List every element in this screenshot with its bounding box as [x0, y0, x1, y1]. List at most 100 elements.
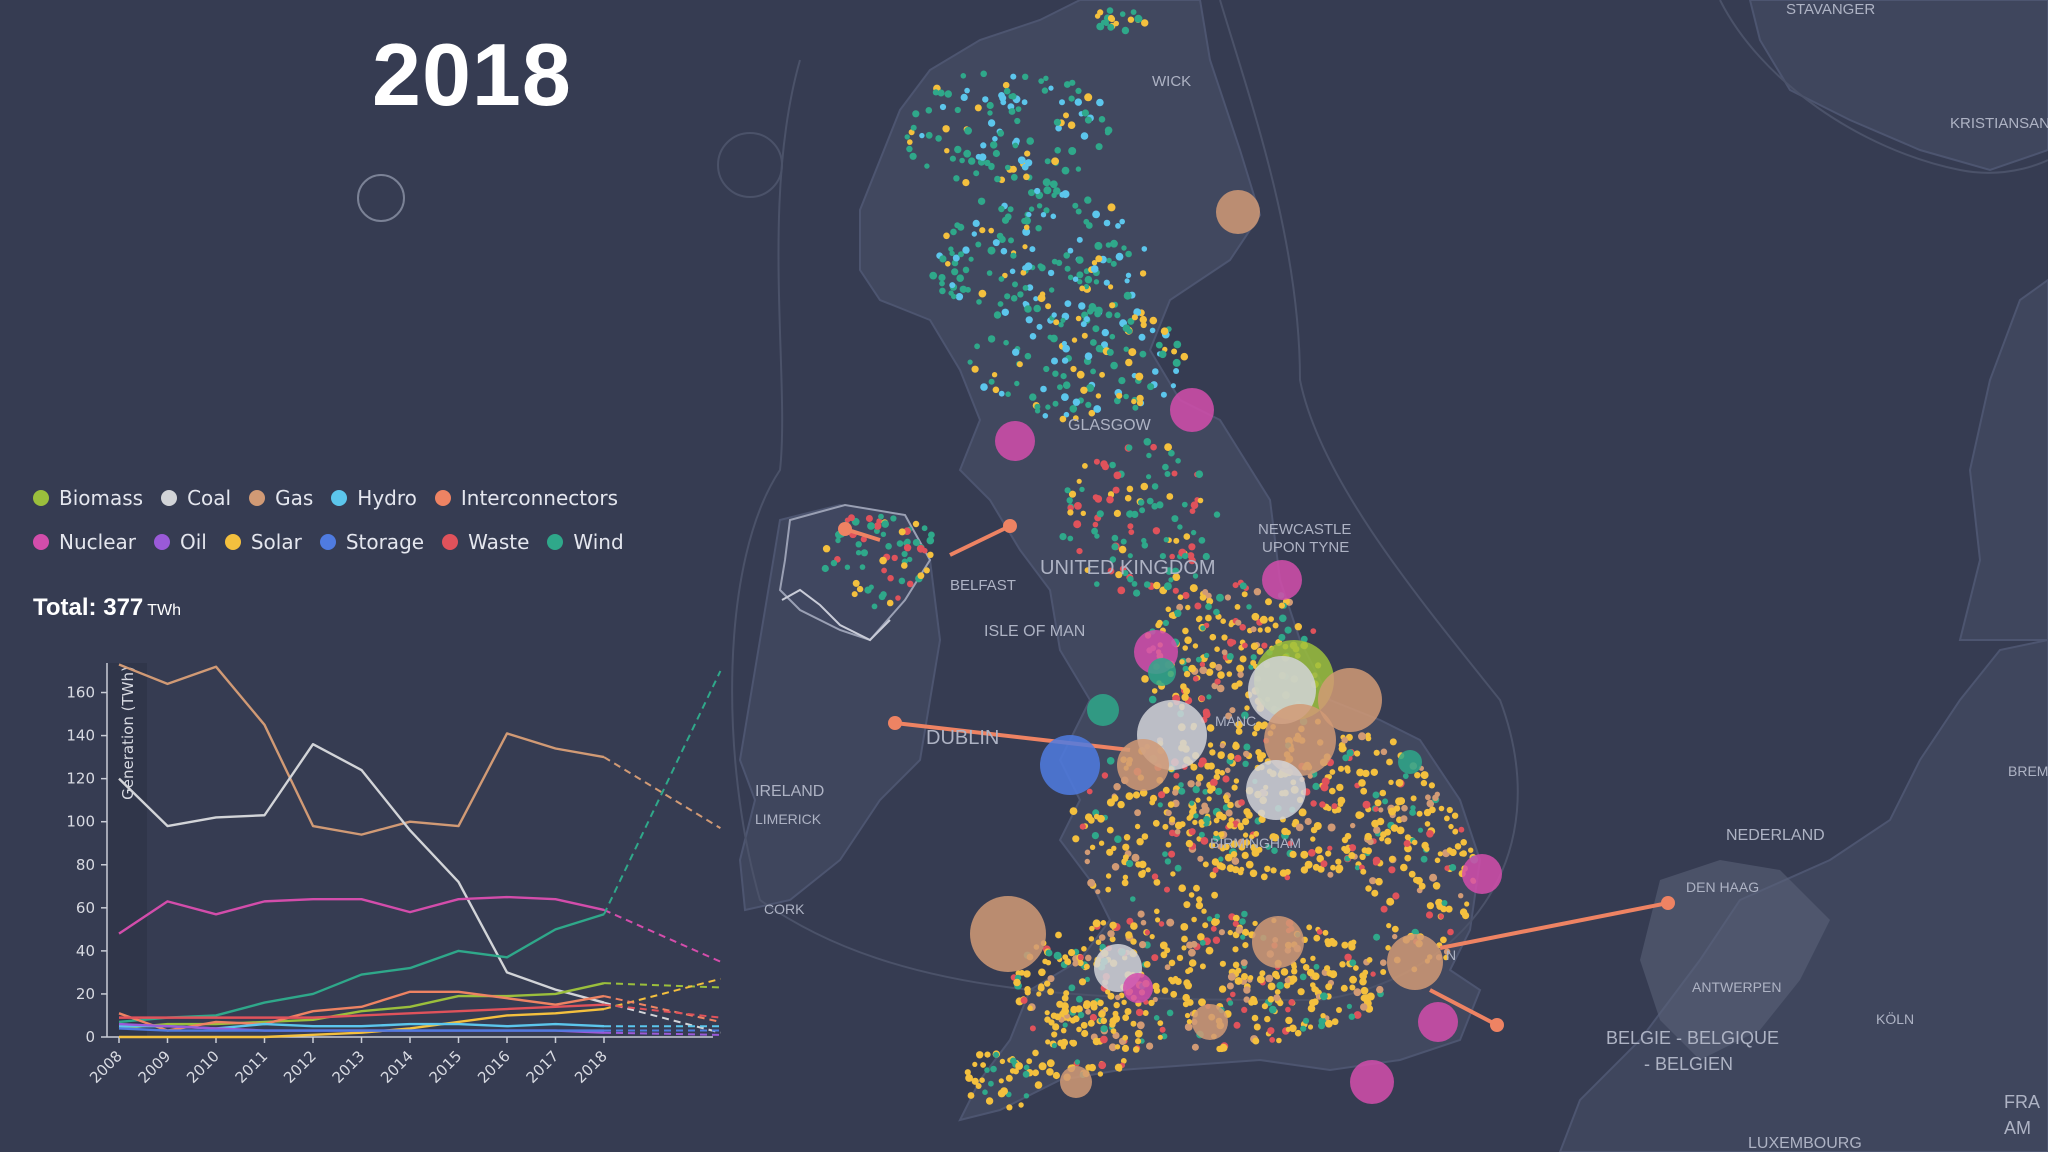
- station-marker: [1096, 510, 1104, 518]
- station-marker: [906, 145, 913, 153]
- station-marker: [1426, 799, 1435, 808]
- station-marker: [1046, 1059, 1055, 1068]
- station-marker: [1360, 868, 1367, 875]
- legend-waste[interactable]: Waste: [442, 530, 529, 554]
- station-marker: [1223, 794, 1229, 800]
- station-marker: [977, 197, 986, 205]
- legend-wind[interactable]: Wind: [547, 530, 624, 554]
- station-marker: [1425, 794, 1431, 801]
- station-marker: [1211, 891, 1218, 899]
- benelux-urban: [1640, 860, 1830, 1060]
- station-gas: [1060, 1066, 1092, 1098]
- station-marker: [1445, 905, 1453, 913]
- station-marker: [1133, 308, 1142, 316]
- station-marker: [1306, 924, 1313, 931]
- station-marker: [1088, 304, 1095, 311]
- station-marker: [1438, 805, 1445, 812]
- legend-hydro[interactable]: Hydro: [331, 486, 417, 510]
- series-line-solar[interactable]: [119, 1007, 605, 1039]
- station-marker: [1337, 765, 1345, 772]
- station-marker: [1156, 619, 1163, 627]
- station-marker: [1165, 567, 1173, 575]
- station-marker: [1084, 813, 1093, 821]
- station-marker: [1094, 533, 1100, 539]
- forecast-line-gas: [603, 756, 721, 830]
- legend-gas[interactable]: Gas: [249, 486, 313, 510]
- legend-biomass[interactable]: Biomass: [33, 486, 143, 510]
- station-marker: [1264, 865, 1271, 872]
- station-marker: [1249, 869, 1258, 878]
- legend-coal[interactable]: Coal: [161, 486, 231, 510]
- station-marker: [1366, 992, 1375, 1001]
- station-marker: [1017, 156, 1026, 165]
- x-tick-label: 2012: [280, 1047, 320, 1087]
- station-marker: [1166, 493, 1174, 500]
- station-marker: [1190, 501, 1199, 510]
- series-line-gas[interactable]: [118, 663, 605, 836]
- station-marker: [1084, 93, 1093, 102]
- station-marker: [1324, 965, 1331, 972]
- station-marker: [1196, 896, 1203, 903]
- legend-solar[interactable]: Solar: [224, 530, 302, 554]
- series-line-storage[interactable]: [118, 1027, 604, 1032]
- station-marker: [1426, 902, 1434, 910]
- station-marker: [1169, 816, 1176, 823]
- station-marker: [1243, 996, 1250, 1003]
- station-marker: [1104, 126, 1113, 135]
- station-marker: [1189, 584, 1198, 593]
- station-marker: [1213, 773, 1221, 781]
- station-marker: [1215, 787, 1223, 796]
- label-wick: WICK: [1152, 73, 1191, 90]
- station-marker: [1417, 827, 1424, 833]
- station-marker: [1242, 942, 1249, 949]
- station-marker: [960, 73, 967, 79]
- station-marker: [1029, 246, 1036, 253]
- station-marker: [1249, 834, 1255, 840]
- station-marker: [1330, 939, 1338, 947]
- station-marker: [1344, 765, 1351, 772]
- station-marker: [1070, 406, 1077, 413]
- legend-storage[interactable]: Storage: [319, 530, 424, 554]
- station-marker: [1120, 538, 1127, 545]
- station-marker: [1325, 983, 1333, 991]
- station-marker: [1084, 567, 1091, 573]
- station-marker: [1121, 999, 1127, 1005]
- series-line-nuclear[interactable]: [118, 895, 605, 935]
- station-marker: [907, 139, 913, 145]
- legend-nuclear[interactable]: Nuclear: [33, 530, 136, 554]
- station-marker: [1184, 982, 1193, 990]
- station-marker: [1291, 964, 1297, 970]
- station-marker: [1068, 147, 1077, 155]
- station-marker: [1052, 1023, 1060, 1031]
- zoom-control-ring[interactable]: [357, 174, 405, 222]
- y-tick-label: 40: [76, 942, 95, 960]
- station-marker: [1269, 1037, 1276, 1043]
- station-marker: [1325, 1019, 1333, 1028]
- station-marker: [1313, 963, 1320, 970]
- series-line-wind[interactable]: [118, 913, 605, 1024]
- station-marker: [1167, 801, 1175, 808]
- station-marker: [1008, 108, 1016, 115]
- series-line-interconnectors[interactable]: [118, 990, 605, 1032]
- legend-oil[interactable]: Oil: [153, 530, 207, 554]
- station-marker: [1064, 958, 1071, 965]
- station-marker: [1181, 935, 1188, 943]
- station-marker: [1085, 222, 1093, 229]
- station-marker: [1209, 661, 1217, 669]
- station-marker: [1239, 655, 1247, 663]
- series-line-coal[interactable]: [118, 742, 605, 1004]
- station-marker: [1115, 571, 1123, 579]
- station-marker: [1168, 829, 1176, 837]
- station-marker: [1060, 1044, 1067, 1050]
- station-marker: [1194, 602, 1202, 610]
- label-belfast: BELFAST: [950, 577, 1016, 594]
- legend-interconnectors[interactable]: Interconnectors: [434, 486, 618, 510]
- station-marker: [1106, 826, 1114, 834]
- series-line-waste[interactable]: [119, 1003, 605, 1019]
- station-marker: [1241, 591, 1248, 598]
- station-marker: [1388, 807, 1397, 816]
- station-marker: [1389, 738, 1397, 746]
- station-marker: [1012, 348, 1020, 356]
- station-marker: [1014, 117, 1021, 125]
